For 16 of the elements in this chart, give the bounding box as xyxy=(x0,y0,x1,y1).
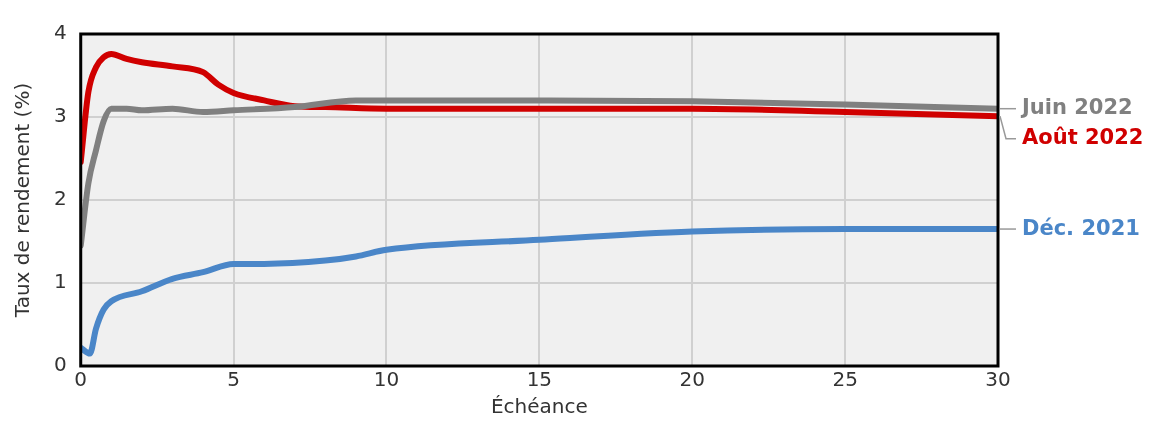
series-label: Juin 2022 xyxy=(1020,95,1133,120)
x-tick-label: 25 xyxy=(832,367,858,392)
x-tick-label: 15 xyxy=(526,367,553,392)
y-tick-label: 4 xyxy=(53,20,67,45)
x-tick-label: 5 xyxy=(227,367,240,392)
x-tick-label: 0 xyxy=(74,367,88,392)
x-tick-label: 30 xyxy=(985,367,1011,392)
y-axis-title: Taux de rendement (%) xyxy=(10,82,35,319)
x-axis-title: Échéance xyxy=(490,394,588,419)
y-tick-label: 3 xyxy=(53,103,67,128)
y-tick-label: 2 xyxy=(53,186,67,211)
x-tick-label: 20 xyxy=(679,367,705,392)
y-tick-label: 1 xyxy=(53,269,67,294)
series-label: Août 2022 xyxy=(1022,125,1144,150)
x-tick-label: 10 xyxy=(373,367,400,392)
series-label: Déc. 2021 xyxy=(1022,215,1140,240)
